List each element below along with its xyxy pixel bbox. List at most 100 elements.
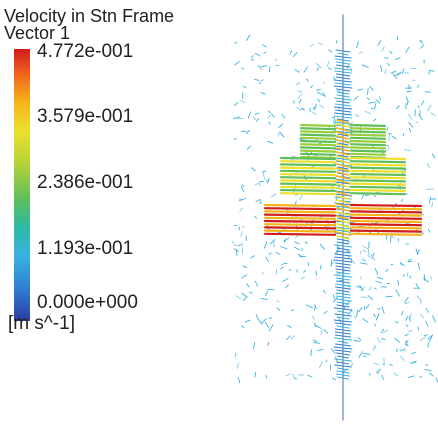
vector-arrow (349, 232, 423, 236)
vector-arrow (263, 203, 337, 208)
vector-arrow (285, 373, 291, 377)
vector-arrow (305, 304, 313, 309)
vector-arrow (299, 195, 303, 201)
vector-arrow (265, 290, 269, 296)
vector-arrow (407, 258, 412, 262)
vector-arrow (376, 368, 381, 374)
vector-arrow (323, 310, 328, 315)
vector-arrow (349, 149, 387, 153)
vector-arrow (333, 120, 335, 125)
vector-arrow (241, 325, 245, 329)
vector-arrow (428, 372, 434, 377)
vector-arrow (430, 276, 433, 280)
vector-arrow (245, 34, 251, 41)
vector-arrow (263, 210, 337, 214)
vector-arrow (362, 353, 371, 355)
vector-arrow (431, 201, 434, 208)
vector-arrow (290, 309, 295, 312)
vector-arrow (242, 85, 247, 88)
vector-arrow (367, 295, 374, 300)
vector-arrow (427, 163, 430, 169)
vector-arrow (267, 114, 271, 119)
vector-arrows (231, 14, 438, 421)
vector-arrow (333, 296, 338, 303)
vector-arrow (432, 315, 436, 323)
vector-arrow (285, 284, 290, 288)
vector-arrow (404, 343, 409, 347)
vector-arrow (299, 146, 337, 150)
vector-arrow (374, 287, 377, 290)
vector-arrow (420, 314, 425, 319)
vector-arrow (276, 300, 280, 303)
vector-arrow (242, 226, 246, 228)
vector-arrow (336, 139, 350, 144)
vector-arrow (295, 81, 301, 86)
vector-arrow (295, 234, 299, 239)
vector-arrow (349, 226, 423, 230)
vector-arrow (279, 160, 337, 164)
vector-arrow (263, 223, 337, 227)
vector-arrow (389, 50, 393, 54)
vector-arrow (373, 118, 377, 122)
vector-arrow (395, 289, 400, 297)
vector-arrow (239, 207, 243, 212)
vector-arrow (263, 213, 337, 217)
vector-arrow (404, 340, 409, 344)
vector-arrow (330, 259, 333, 267)
vector-arrow (236, 295, 242, 300)
vector-arrow (236, 362, 240, 369)
vector-arrow (375, 99, 381, 104)
vector-arrow (244, 319, 251, 323)
vector-arrow (317, 98, 321, 103)
vector-arrow (408, 329, 413, 333)
vector-arrow (393, 372, 399, 377)
vector-arrow (336, 135, 350, 140)
vector-arrow (241, 186, 245, 193)
vector-arrow (336, 231, 350, 236)
vector-arrow (254, 371, 257, 378)
vector-arrow (283, 237, 290, 242)
vector-arrow (425, 307, 429, 313)
vector-arrow (274, 58, 278, 61)
vector-arrow (255, 199, 261, 203)
vector-arrow (336, 159, 350, 164)
vector-arrow (426, 188, 435, 190)
vector-arrow (335, 40, 338, 44)
vector-arrow (360, 296, 368, 298)
vector-arrow (336, 195, 350, 200)
vector-arrow (336, 167, 350, 172)
vector-arrow (312, 315, 315, 321)
vector-arrow (304, 241, 308, 244)
vector-arrow (332, 294, 335, 300)
vector-arrow (427, 342, 430, 348)
vector-arrow (292, 52, 298, 58)
vector-arrow (336, 235, 350, 240)
vector-arrow (406, 90, 412, 93)
vector-arrow (263, 219, 337, 224)
vector-arrow (268, 252, 272, 255)
vector-arrow (257, 64, 262, 70)
vector-arrow (358, 307, 363, 313)
vector-arrow (405, 324, 409, 328)
vector-arrow (323, 329, 329, 334)
vector-arrow (369, 86, 374, 91)
vector-arrow (354, 315, 356, 320)
vector-arrow (234, 101, 239, 107)
vector-arrow (420, 100, 425, 106)
vector-arrow (349, 203, 423, 208)
vector-arrow (279, 163, 337, 167)
vector-arrow (303, 66, 309, 73)
vector-arrow (361, 64, 369, 68)
vector-arrow (315, 62, 322, 68)
vector-arrow (415, 248, 418, 255)
vector-arrow (336, 207, 350, 212)
vector-arrow (279, 176, 337, 180)
vector-arrow (273, 239, 275, 248)
vector-arrow (349, 160, 407, 164)
vector-arrow (279, 169, 337, 173)
vector-arrow (365, 304, 370, 310)
vector-arrow (290, 335, 295, 340)
vector-arrow (349, 185, 407, 189)
vector-arrow (261, 272, 265, 275)
vector-arrow (349, 143, 387, 147)
